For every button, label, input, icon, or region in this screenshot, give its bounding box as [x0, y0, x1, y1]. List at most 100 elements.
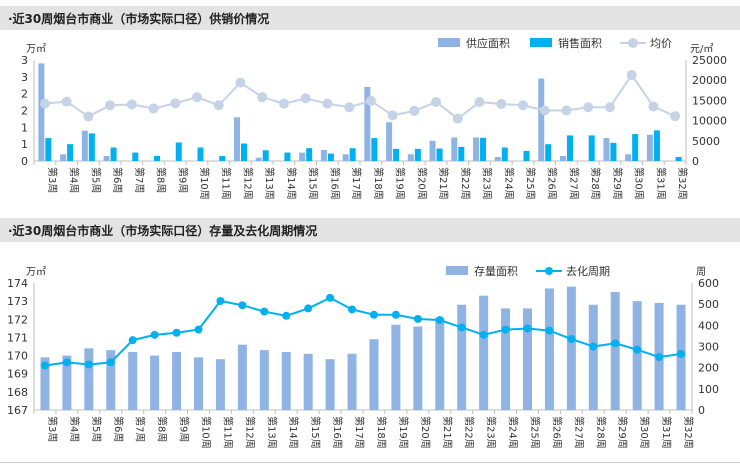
- chart1-bar-2: [45, 138, 52, 161]
- chart2-bar-1: [281, 351, 291, 410]
- chart2-right-tick: 600: [698, 277, 719, 290]
- chart1-bar-1: [60, 154, 67, 161]
- chart1-bar-2: [349, 148, 356, 161]
- chart2-line-point: [589, 342, 598, 351]
- chart1-right-tick: 25000: [692, 54, 727, 67]
- chart2-bar-1: [391, 324, 401, 410]
- chart1-line-point: [496, 99, 507, 110]
- chart2-x-label: 第4周: [68, 416, 81, 442]
- chart1-bar-2: [154, 155, 161, 161]
- chart1-bar-2: [371, 138, 378, 161]
- chart2-right-unit: 周: [696, 266, 706, 278]
- chart1-x-label: 第18周: [372, 167, 385, 200]
- chart1-line-point: [583, 102, 594, 113]
- chart2-left-tick: 170: [7, 350, 28, 363]
- chart2-x-label: 第19周: [397, 416, 410, 449]
- chart2-bar-1: [84, 348, 94, 410]
- chart1-x-label: 第16周: [328, 167, 341, 200]
- chart2-line-point: [611, 339, 620, 348]
- chart1-line-point: [322, 98, 333, 109]
- chart2-x-label: 第17周: [353, 416, 366, 449]
- chart2-bar-1: [106, 350, 116, 410]
- chart1-bar-2: [262, 150, 269, 161]
- chart1-line-point: [39, 98, 50, 109]
- chart1-bar-1: [342, 154, 349, 161]
- chart2-line-point: [194, 325, 203, 334]
- chart1-line-point: [539, 105, 550, 116]
- chart2-bar-1: [325, 359, 335, 410]
- chart1-bar-2: [675, 156, 682, 161]
- chart2-bar-1: [369, 339, 379, 410]
- chart2-legend-label: 去化周期: [566, 264, 610, 278]
- chart1-x-label: 第31周: [654, 167, 667, 200]
- chart1-legend-swatch: [530, 38, 552, 47]
- chart2-x-label: 第31周: [660, 416, 673, 449]
- chart2-bar-1: [588, 304, 598, 410]
- chart1-left-tick: 1: [21, 121, 28, 134]
- chart1-line-point: [365, 95, 376, 106]
- chart1-bar-1: [81, 130, 88, 161]
- chart2-line-point: [457, 323, 466, 332]
- chart1-bar-1: [38, 63, 45, 161]
- chart2-bar-1: [566, 286, 576, 410]
- chart1-bar-2: [436, 148, 443, 161]
- chart2-x-label: 第10周: [200, 416, 213, 449]
- chart2-line-point: [435, 316, 444, 325]
- chart1-line-point: [148, 103, 159, 114]
- chart1-x-label: 第15周: [307, 167, 320, 200]
- chart2-x-label: 第30周: [638, 416, 651, 449]
- chart2-line-point: [413, 314, 422, 323]
- chart1-bar-2: [414, 148, 421, 161]
- chart1-right-tick: 0: [692, 155, 699, 168]
- chart1-bar-1: [625, 154, 632, 161]
- chart1-bar-1: [255, 157, 262, 161]
- chart2-left-tick: 171: [7, 331, 28, 344]
- chart1-bar-2: [610, 142, 617, 161]
- chart2-bar-1: [259, 350, 269, 410]
- chart1-legend-label: 销售面积: [558, 36, 602, 50]
- chart2-right-tick: 500: [698, 298, 719, 311]
- chart1-bar-1: [299, 152, 306, 161]
- chart1-bar-1: [451, 137, 458, 161]
- chart1-line-point: [278, 98, 289, 109]
- chart2-bar-1: [194, 357, 203, 410]
- chart1-bar-2: [197, 147, 204, 161]
- chart1-line-point: [604, 102, 615, 113]
- chart1-line-point: [170, 98, 181, 109]
- chart2-line-point: [655, 353, 664, 362]
- chart2-bar-1: [150, 355, 160, 410]
- chart1-line-point: [452, 113, 463, 124]
- chart2-line-point: [62, 358, 71, 367]
- chart1-line-point: [126, 99, 137, 110]
- chart2-right-tick: 400: [698, 319, 719, 332]
- chart1-x-label: 第3周: [46, 167, 59, 193]
- chart2-line-point: [326, 293, 335, 302]
- chart2-x-label: 第32周: [682, 416, 695, 449]
- chart1-x-label: 第7周: [133, 167, 146, 193]
- chart1-bar-2: [88, 133, 95, 161]
- chart2-line-point: [106, 358, 115, 367]
- chart2-bar-1: [62, 355, 72, 410]
- chart2-title: ·近30周烟台市商业（市场实际口径）存量及去化周期情况: [8, 224, 318, 238]
- chart1-bar-2: [240, 143, 247, 161]
- chart2-line-point: [479, 330, 488, 339]
- chart1-bar-2: [284, 152, 291, 161]
- chart1-line-point: [235, 77, 246, 88]
- chart1-bar-2: [219, 155, 226, 161]
- chart2-line-point: [238, 301, 247, 310]
- chart1-left-unit: 万㎡: [26, 43, 46, 55]
- chart1-line-point: [561, 105, 572, 116]
- chart2-x-label: 第22周: [463, 416, 476, 449]
- chart2-x-label: 第12周: [243, 416, 256, 449]
- chart1-line-point: [474, 97, 485, 108]
- chart1-right-tick: 10000: [692, 115, 727, 128]
- chart2-left-tick: 172: [7, 313, 28, 326]
- chart2-left-tick: 173: [7, 295, 28, 308]
- chart1-bar-2: [67, 144, 74, 161]
- chart2-left-unit: 万㎡: [26, 266, 46, 278]
- chart2-x-label: 第11周: [221, 416, 234, 449]
- chart1-bar-1: [538, 78, 545, 161]
- chart1-line-point: [409, 105, 420, 116]
- chart1-x-label: 第14周: [285, 167, 298, 200]
- chart2-line-point: [172, 328, 181, 337]
